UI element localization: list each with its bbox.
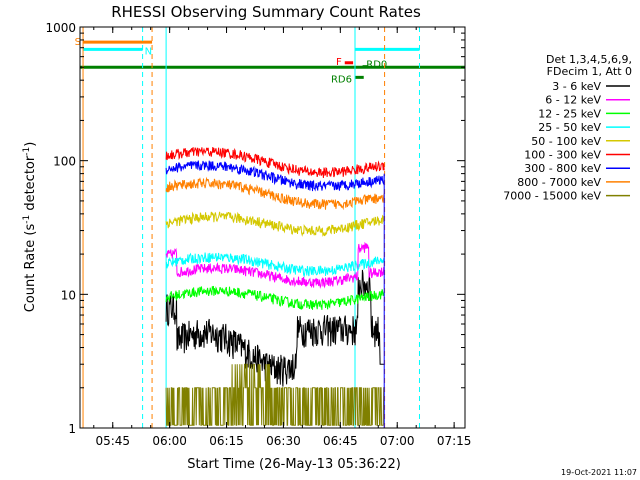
x-tick-label-3: 06:30 xyxy=(266,434,301,448)
series-line-3 xyxy=(165,252,385,278)
legend-header-0: Det 1,3,4,5,6,9, xyxy=(546,53,632,66)
y-tick-label-0: 1 xyxy=(68,422,76,436)
legend-label-2: 12 - 25 keV xyxy=(538,107,601,120)
flag-label-rd6: RD6 xyxy=(331,74,352,85)
series-line-1 xyxy=(165,241,385,289)
y-label-mid: detector xyxy=(23,155,38,215)
x-tick-label-5: 07:00 xyxy=(380,434,415,448)
legend-label-4: 50 - 100 keV xyxy=(531,135,601,148)
plot-frame xyxy=(79,26,466,429)
chart-title: RHESSI Observing Summary Count Rates xyxy=(111,3,421,21)
legend-label-3: 25 - 50 keV xyxy=(538,121,601,134)
flag-bars: S N F RD0 RD6 xyxy=(75,37,465,85)
y-axis-label: Count Rate (s-1 detector-1) xyxy=(22,142,38,313)
y-label-main: Count Rate (s xyxy=(23,224,38,313)
series-line-8 xyxy=(165,363,385,426)
series-group xyxy=(165,147,385,428)
flag-label-rd0: RD0 xyxy=(366,60,387,71)
series-line-7 xyxy=(165,176,385,211)
series-line-4 xyxy=(165,211,385,237)
y-tick-label-2: 100 xyxy=(53,155,76,169)
legend-header-1: FDecim 1, Att 0 xyxy=(547,65,632,78)
legend-label-7: 800 - 7000 keV xyxy=(517,176,601,189)
legend-label-5: 100 - 300 keV xyxy=(524,149,601,162)
legend: Det 1,3,4,5,6,9,FDecim 1, Att 0 3 - 6 keV… xyxy=(503,53,632,203)
legend-label-1: 6 - 12 keV xyxy=(545,94,601,107)
series-line-0 xyxy=(165,269,385,387)
x-tick-label-4: 06:45 xyxy=(323,434,358,448)
flag-label-f: F xyxy=(336,57,342,68)
flag-label-n: N xyxy=(145,46,152,57)
x-tick-label-1: 06:00 xyxy=(152,434,187,448)
y-label-sup1: -1 xyxy=(22,215,32,224)
x-tick-label-2: 06:15 xyxy=(209,434,244,448)
legend-label-0: 3 - 6 keV xyxy=(552,80,601,93)
flag-label-s: S xyxy=(75,37,81,48)
y-tick-label-1: 10 xyxy=(61,288,76,302)
x-tick-label-6: 07:15 xyxy=(437,434,472,448)
series-line-2 xyxy=(165,285,385,310)
y-label-sup2: -1 xyxy=(22,147,32,156)
series-line-6 xyxy=(165,160,385,192)
x-tick-label-0: 05:45 xyxy=(95,434,130,448)
y-tick-label-3: 1000 xyxy=(45,21,76,35)
footer-timestamp: 19-Oct-2021 11:07 xyxy=(561,468,637,477)
legend-label-8: 7000 - 15000 keV xyxy=(503,190,601,203)
axes: 05:45 06:00 06:15 06:30 06:45 07:00 07:15 1 10 10… xyxy=(45,21,471,448)
legend-label-6: 300 - 800 keV xyxy=(524,162,601,175)
x-axis-label: Start Time (26-May-13 05:36:22) xyxy=(187,457,401,472)
series-line-5 xyxy=(165,147,385,179)
boundary-lines xyxy=(82,27,420,428)
y-label-end: ) xyxy=(23,142,38,147)
